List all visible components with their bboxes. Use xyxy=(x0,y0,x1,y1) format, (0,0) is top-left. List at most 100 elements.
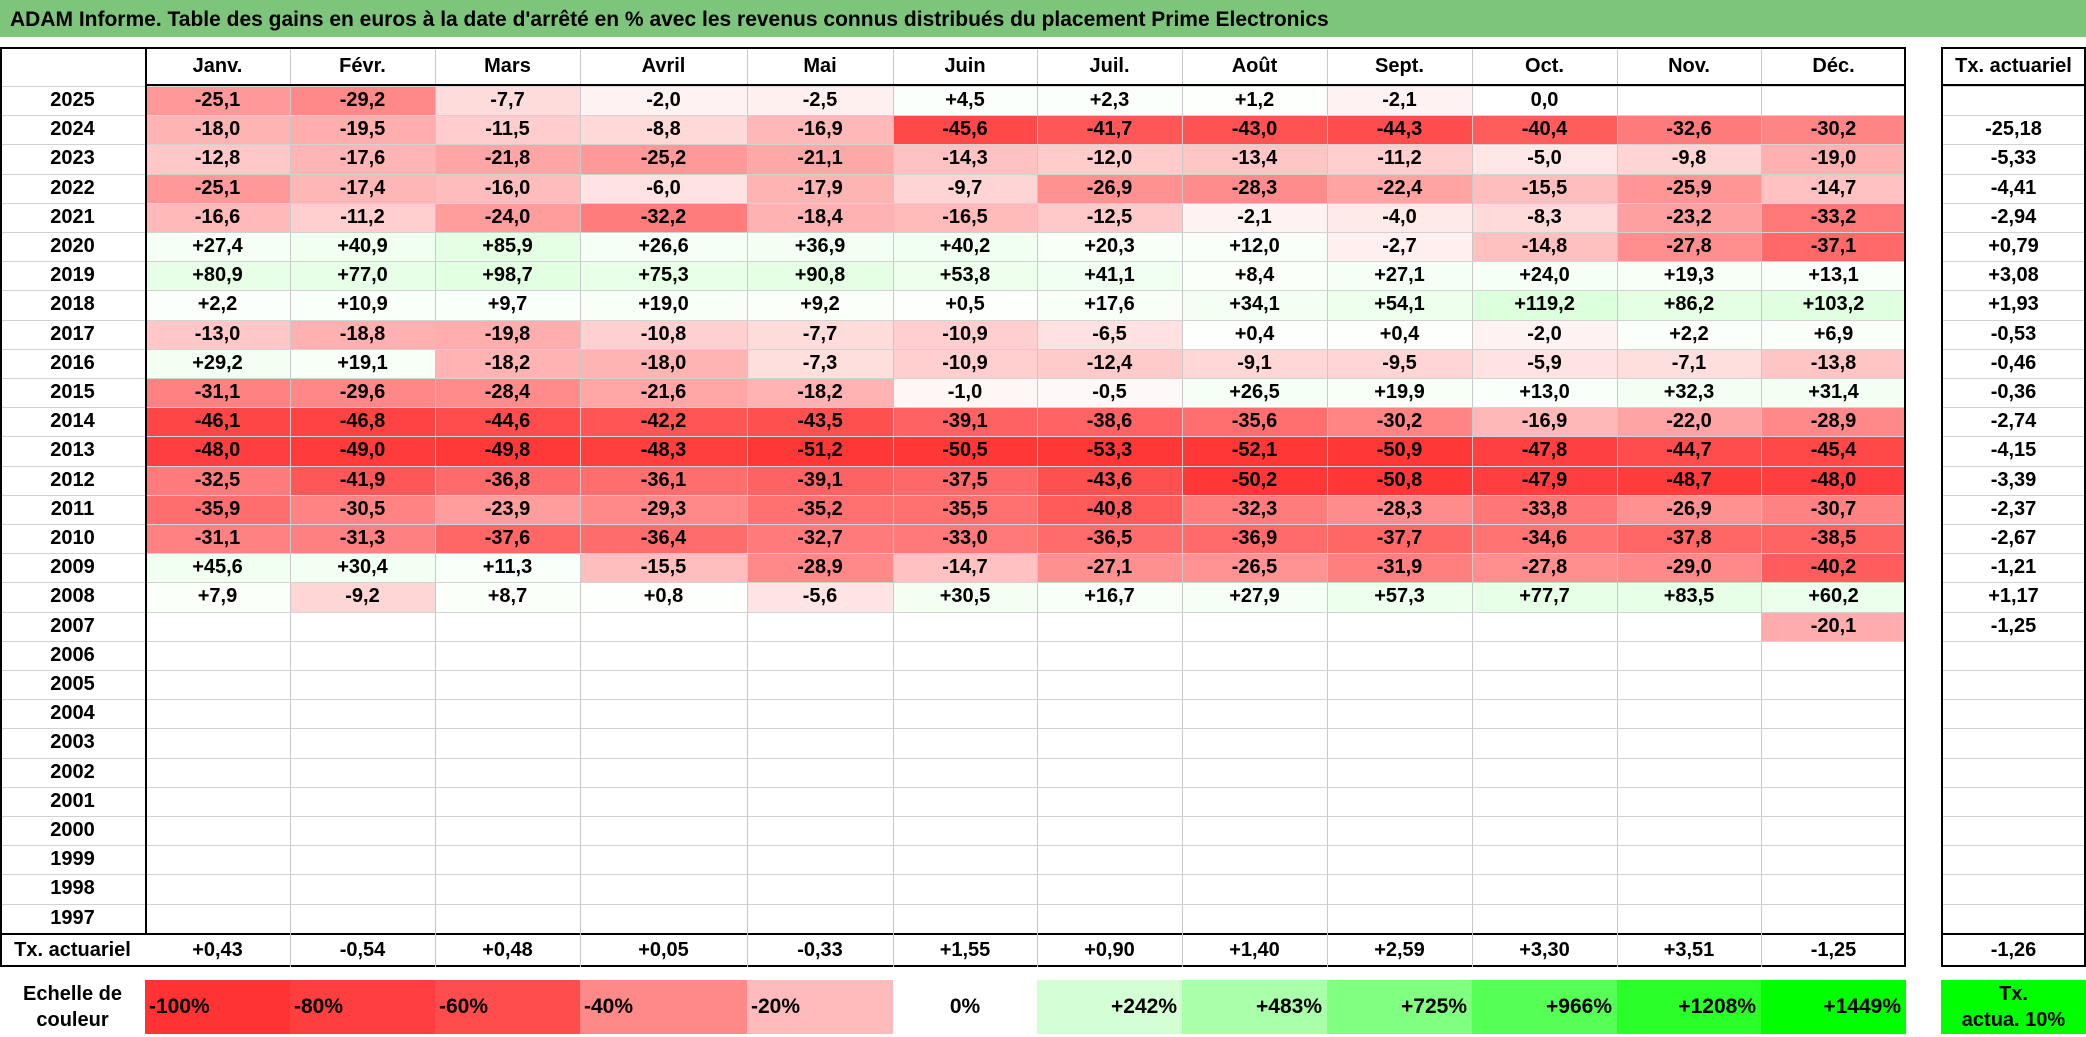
gain-cell[interactable]: -49,8 xyxy=(435,436,580,466)
gain-cell[interactable]: +2,2 xyxy=(145,290,290,320)
gain-cell[interactable]: +45,6 xyxy=(145,553,290,583)
gain-cell[interactable]: -11,5 xyxy=(435,115,580,145)
gain-cell[interactable] xyxy=(1182,758,1327,787)
gain-cell[interactable]: -47,8 xyxy=(1472,436,1617,466)
gain-cell[interactable]: -43,0 xyxy=(1182,115,1327,145)
gain-cell[interactable]: -9,8 xyxy=(1617,144,1761,174)
gain-cell[interactable]: -30,7 xyxy=(1761,494,1906,524)
gain-cell[interactable]: -26,5 xyxy=(1182,553,1327,583)
gain-cell[interactable]: +103,2 xyxy=(1761,290,1906,320)
gain-cell[interactable] xyxy=(145,874,290,903)
gain-cell[interactable]: -2,0 xyxy=(1472,319,1617,349)
gain-cell[interactable]: -30,2 xyxy=(1327,407,1472,437)
gain-cell[interactable]: -26,9 xyxy=(1037,173,1182,203)
gain-cell[interactable] xyxy=(290,874,435,903)
gain-cell[interactable] xyxy=(435,904,580,933)
gain-cell[interactable]: -29,0 xyxy=(1617,553,1761,583)
gain-cell[interactable] xyxy=(145,670,290,699)
gain-cell[interactable] xyxy=(145,728,290,757)
gain-cell[interactable] xyxy=(893,758,1037,787)
gain-cell[interactable] xyxy=(1037,670,1182,699)
gain-cell[interactable] xyxy=(1037,816,1182,845)
gain-cell[interactable]: -8,3 xyxy=(1472,202,1617,232)
gain-cell[interactable] xyxy=(1617,86,1761,115)
gain-cell[interactable]: -40,2 xyxy=(1761,553,1906,583)
gain-cell[interactable]: -50,9 xyxy=(1327,436,1472,466)
gain-cell[interactable]: -11,2 xyxy=(290,202,435,232)
gain-cell[interactable] xyxy=(145,641,290,670)
gain-cell[interactable]: -36,9 xyxy=(1182,524,1327,554)
gain-cell[interactable]: -27,8 xyxy=(1617,232,1761,262)
gain-cell[interactable] xyxy=(435,728,580,757)
gain-cell[interactable]: -20,1 xyxy=(1761,611,1906,641)
gain-cell[interactable]: -36,5 xyxy=(1037,524,1182,554)
gain-cell[interactable] xyxy=(893,612,1037,641)
gain-cell[interactable]: -44,7 xyxy=(1617,436,1761,466)
gain-cell[interactable] xyxy=(1327,612,1472,641)
gain-cell[interactable] xyxy=(1037,612,1182,641)
gain-cell[interactable] xyxy=(1761,787,1906,816)
gain-cell[interactable]: -36,4 xyxy=(580,524,747,554)
gain-cell[interactable]: -32,6 xyxy=(1617,115,1761,145)
gain-cell[interactable] xyxy=(893,670,1037,699)
gain-cell[interactable]: -11,2 xyxy=(1327,144,1472,174)
gain-cell[interactable] xyxy=(1617,874,1761,903)
gain-cell[interactable]: -17,6 xyxy=(290,144,435,174)
gain-cell[interactable]: -50,8 xyxy=(1327,465,1472,495)
gain-cell[interactable] xyxy=(145,787,290,816)
gain-cell[interactable]: -15,5 xyxy=(1472,173,1617,203)
gain-cell[interactable] xyxy=(747,904,893,933)
gain-cell[interactable]: +75,3 xyxy=(580,261,747,291)
gain-cell[interactable]: -12,5 xyxy=(1037,202,1182,232)
gain-cell[interactable]: +2,3 xyxy=(1037,86,1182,116)
gain-cell[interactable]: -13,4 xyxy=(1182,144,1327,174)
gain-cell[interactable]: -31,1 xyxy=(145,378,290,408)
gain-cell[interactable]: -25,9 xyxy=(1617,173,1761,203)
gain-cell[interactable]: -22,0 xyxy=(1617,407,1761,437)
gain-cell[interactable]: +26,6 xyxy=(580,232,747,262)
gain-cell[interactable]: -10,8 xyxy=(580,319,747,349)
gain-cell[interactable] xyxy=(747,612,893,641)
gain-cell[interactable]: -34,6 xyxy=(1472,524,1617,554)
gain-cell[interactable] xyxy=(580,904,747,933)
gain-cell[interactable]: -18,2 xyxy=(747,378,893,408)
gain-cell[interactable]: -22,4 xyxy=(1327,173,1472,203)
gain-cell[interactable] xyxy=(1617,641,1761,670)
gain-cell[interactable]: -35,5 xyxy=(893,494,1037,524)
gain-cell[interactable] xyxy=(290,758,435,787)
gain-cell[interactable] xyxy=(1037,758,1182,787)
gain-cell[interactable] xyxy=(1037,641,1182,670)
gain-cell[interactable]: -21,8 xyxy=(435,144,580,174)
gain-cell[interactable]: +20,3 xyxy=(1037,232,1182,262)
gain-cell[interactable]: -5,6 xyxy=(747,582,893,612)
gain-cell[interactable]: -37,1 xyxy=(1761,232,1906,262)
gain-cell[interactable] xyxy=(893,728,1037,757)
gain-cell[interactable]: -29,3 xyxy=(580,494,747,524)
gain-cell[interactable]: -19,5 xyxy=(290,115,435,145)
gain-cell[interactable] xyxy=(1472,670,1617,699)
gain-cell[interactable]: -50,2 xyxy=(1182,465,1327,495)
gain-cell[interactable] xyxy=(580,787,747,816)
gain-cell[interactable]: -39,1 xyxy=(893,407,1037,437)
gain-cell[interactable]: +0,5 xyxy=(893,290,1037,320)
gain-cell[interactable] xyxy=(1472,787,1617,816)
gain-cell[interactable] xyxy=(747,758,893,787)
gain-cell[interactable] xyxy=(1472,612,1617,641)
gain-cell[interactable]: -17,9 xyxy=(747,173,893,203)
gain-cell[interactable] xyxy=(435,787,580,816)
gain-cell[interactable]: +90,8 xyxy=(747,261,893,291)
gain-cell[interactable] xyxy=(1037,845,1182,874)
gain-cell[interactable] xyxy=(435,758,580,787)
gain-cell[interactable] xyxy=(435,816,580,845)
gain-cell[interactable]: -40,8 xyxy=(1037,494,1182,524)
gain-cell[interactable]: -37,5 xyxy=(893,465,1037,495)
gain-cell[interactable] xyxy=(290,728,435,757)
gain-cell[interactable] xyxy=(1037,728,1182,757)
gain-cell[interactable] xyxy=(1327,874,1472,903)
gain-cell[interactable] xyxy=(1761,641,1906,670)
gain-cell[interactable]: -41,7 xyxy=(1037,115,1182,145)
gain-cell[interactable]: +12,0 xyxy=(1182,232,1327,262)
gain-cell[interactable]: -14,7 xyxy=(893,553,1037,583)
gain-cell[interactable]: +32,3 xyxy=(1617,378,1761,408)
gain-cell[interactable]: -23,2 xyxy=(1617,202,1761,232)
